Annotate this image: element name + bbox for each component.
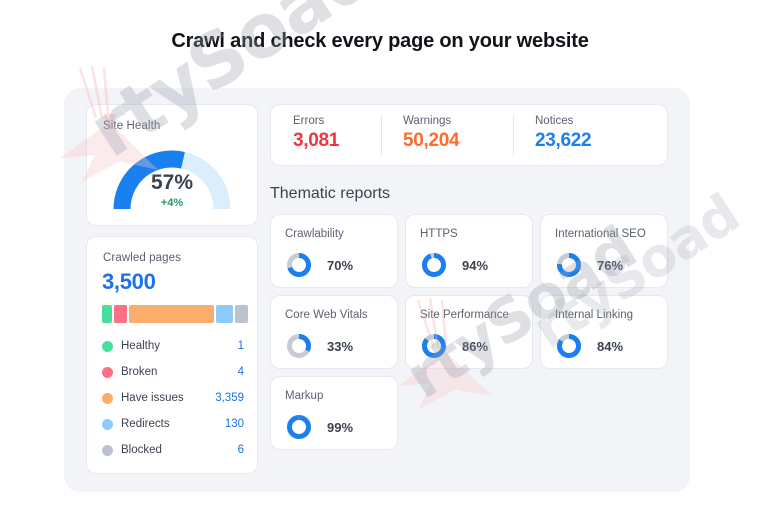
site-health-card[interactable]: Site Health 57% +4% xyxy=(86,104,258,226)
thematic-card-body: 86% xyxy=(420,332,488,360)
issue-stat-value: 3,081 xyxy=(293,130,340,151)
legend-label: Redirects xyxy=(121,418,170,430)
issue-stat-value: 23,622 xyxy=(535,130,592,151)
donut-chart-icon xyxy=(557,253,581,277)
thematic-card-body: 99% xyxy=(285,413,353,441)
donut-chart-icon xyxy=(287,253,311,277)
thematic-card[interactable]: Crawlability 70% xyxy=(270,214,398,288)
thematic-card-title: Site Performance xyxy=(420,309,509,321)
thematic-card-percent: 70% xyxy=(327,257,354,273)
issue-stats-row: Errors 3,081 Warnings 50,204 Notices 23,622 xyxy=(271,105,667,165)
list-item[interactable]: Healthy 1 xyxy=(102,333,244,359)
issue-stat-notices[interactable]: Notices 23,622 xyxy=(513,115,643,155)
legend-label: Broken xyxy=(121,366,158,378)
legend-value: 6 xyxy=(237,444,244,456)
thematic-card-body: 33% xyxy=(285,332,353,360)
stacked-bar-segment xyxy=(113,305,127,323)
thematic-card[interactable]: Markup 99% xyxy=(270,376,398,450)
issue-stat-label: Warnings xyxy=(403,115,452,127)
thematic-card-percent: 76% xyxy=(597,257,624,273)
crawled-pages-card[interactable]: Crawled pages 3,500 Healthy 1 Broken 4 Have … xyxy=(86,236,258,474)
legend-value: 3,359 xyxy=(215,392,244,404)
crawled-pages-legend: Healthy 1 Broken 4 Have issues 3,359 Redirects… xyxy=(102,333,244,463)
list-item[interactable]: Redirects 130 xyxy=(102,411,244,437)
legend-value: 4 xyxy=(237,366,244,378)
legend-label: Healthy xyxy=(121,340,160,352)
thematic-card-title: Markup xyxy=(285,390,324,402)
list-item[interactable]: Have issues 3,359 xyxy=(102,385,244,411)
crawled-pages-total: 3,500 xyxy=(102,269,156,294)
donut-chart-icon xyxy=(287,334,311,358)
issue-stats-card: Errors 3,081 Warnings 50,204 Notices 23,622 xyxy=(270,104,668,166)
thematic-card-title: International SEO xyxy=(555,228,646,240)
thematic-card-percent: 99% xyxy=(327,419,354,435)
thematic-card-body: 84% xyxy=(555,332,623,360)
legend-dot-icon xyxy=(102,444,113,456)
site-health-delta: +4% xyxy=(160,197,184,209)
legend-dot-icon xyxy=(102,418,113,430)
thematic-card[interactable]: Site Performance 86% xyxy=(405,295,533,369)
legend-label: Blocked xyxy=(121,444,162,456)
thematic-card-title: Internal Linking xyxy=(555,309,633,321)
thematic-card[interactable]: International SEO 76% xyxy=(540,214,668,288)
issue-stat-label: Errors xyxy=(293,115,325,127)
legend-value: 1 xyxy=(237,340,244,352)
thematic-card-percent: 84% xyxy=(597,338,624,354)
site-health-title: Site Health xyxy=(103,120,161,132)
thematic-card-percent: 33% xyxy=(327,338,354,354)
site-health-gauge-svg xyxy=(113,150,231,210)
donut-chart-icon xyxy=(422,334,446,358)
page-title: Crawl and check every page on your websi… xyxy=(171,30,589,52)
donut-chart-icon xyxy=(287,415,311,439)
legend-dot-icon xyxy=(102,392,113,404)
stacked-bar-segment xyxy=(128,305,214,323)
thematic-card-title: Core Web Vitals xyxy=(285,309,368,321)
thematic-card-title: Crawlability xyxy=(285,228,344,240)
stacked-bar-segment xyxy=(234,305,248,323)
legend-value: 130 xyxy=(224,418,244,430)
thematic-card[interactable]: HTTPS 94% xyxy=(405,214,533,288)
stacked-bar-segment xyxy=(215,305,233,323)
thematic-reports-title: Thematic reports xyxy=(270,185,391,202)
thematic-card[interactable]: Internal Linking 84% xyxy=(540,295,668,369)
legend-label: Have issues xyxy=(121,392,184,404)
issue-stat-label: Notices xyxy=(535,115,574,127)
thematic-card[interactable]: Core Web Vitals 33% xyxy=(270,295,398,369)
site-health-percent: 57% xyxy=(150,171,194,194)
crawled-pages-title: Crawled pages xyxy=(103,252,182,264)
issue-stat-errors[interactable]: Errors 3,081 xyxy=(271,115,381,155)
legend-dot-icon xyxy=(102,366,113,378)
list-item[interactable]: Blocked 6 xyxy=(102,437,244,463)
donut-chart-icon xyxy=(557,334,581,358)
donut-chart-icon xyxy=(422,253,446,277)
stacked-bar-segment xyxy=(102,305,112,323)
issue-stat-value: 50,204 xyxy=(403,130,460,151)
thematic-card-body: 70% xyxy=(285,251,353,279)
thematic-card-body: 94% xyxy=(420,251,488,279)
thematic-card-percent: 86% xyxy=(462,338,489,354)
issue-stat-warnings[interactable]: Warnings 50,204 xyxy=(381,115,513,155)
crawled-pages-stacked-bar xyxy=(102,305,248,323)
thematic-card-percent: 94% xyxy=(462,257,489,273)
thematic-card-title: HTTPS xyxy=(420,228,458,240)
thematic-card-body: 76% xyxy=(555,251,623,279)
dashboard-panel: Site Health 57% +4% Crawled pages 3,500 … xyxy=(64,88,690,492)
list-item[interactable]: Broken 4 xyxy=(102,359,244,385)
site-health-gauge: 57% +4% xyxy=(107,143,237,215)
legend-dot-icon xyxy=(102,340,113,352)
thematic-reports-grid: Crawlability 70% HTTPS 94% International SEO… xyxy=(270,214,668,450)
